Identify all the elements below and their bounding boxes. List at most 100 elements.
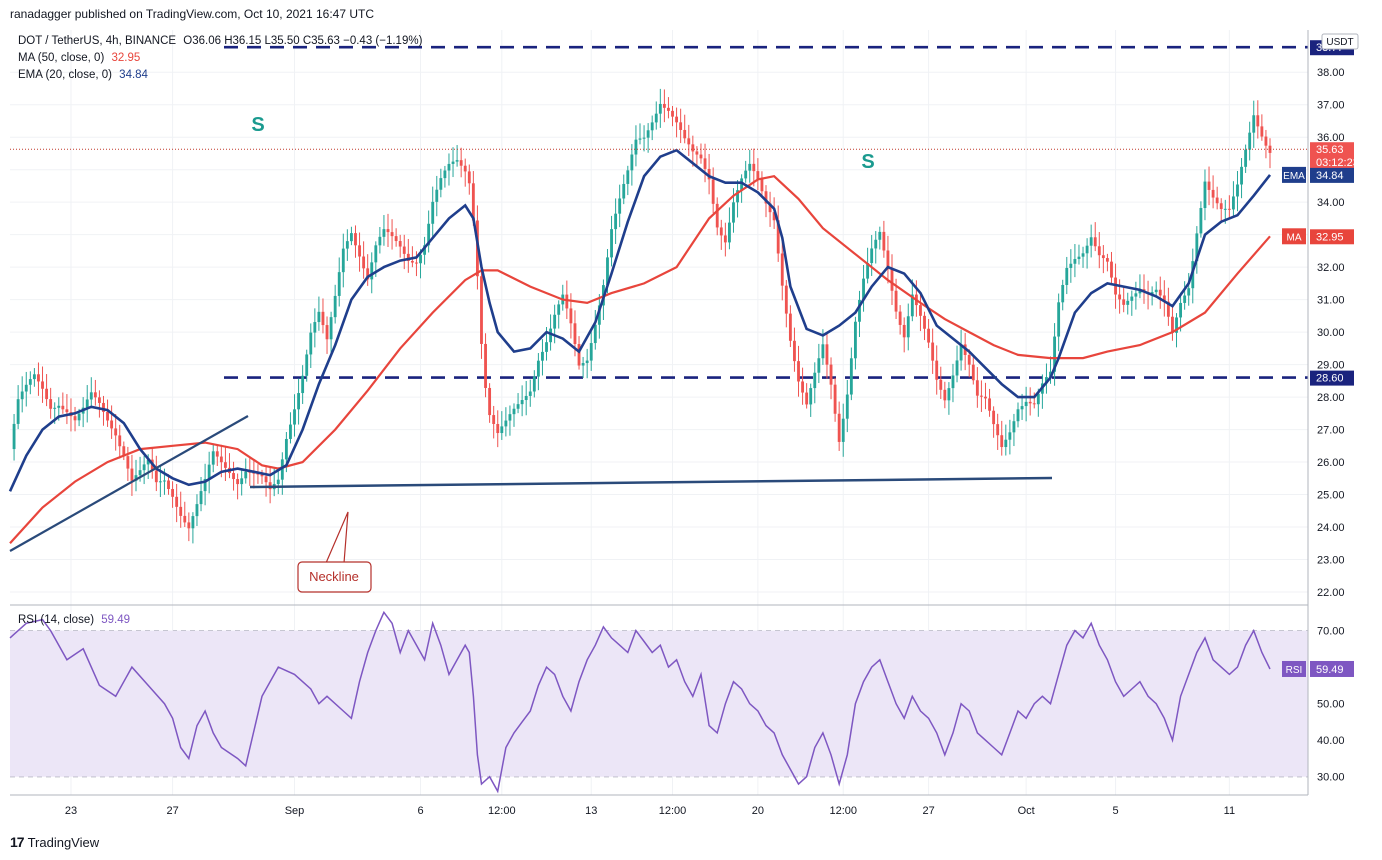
candle-body	[1085, 245, 1089, 254]
candle-body	[211, 451, 215, 465]
candle-body	[638, 138, 642, 140]
price-tick-label: 26.00	[1317, 457, 1345, 469]
candle-body	[1199, 208, 1203, 234]
candle-body	[423, 245, 427, 255]
candle-body	[593, 324, 597, 344]
candle-body	[935, 360, 939, 380]
candle-body	[1028, 401, 1032, 404]
candle-body	[313, 322, 317, 333]
candle-body	[317, 311, 321, 323]
candle-body	[1252, 115, 1256, 133]
candle-body	[1171, 316, 1174, 333]
time-tick-label: 27	[922, 805, 934, 817]
ema-price-tag-box	[1310, 167, 1354, 183]
candle-body	[992, 410, 996, 425]
candle-body	[467, 171, 471, 184]
candle-body	[764, 191, 768, 204]
left-shoulder-label: S	[251, 114, 264, 136]
drawings[interactable]: Neckline S S	[9, 114, 1053, 593]
candle-body	[203, 478, 207, 492]
neckline-callout-box[interactable]	[297, 561, 372, 593]
candle-body	[984, 396, 987, 399]
neckline-callout-pointer	[325, 511, 349, 564]
horizontal-levels[interactable]	[224, 45, 1308, 379]
candle-body	[886, 250, 890, 270]
candle-body	[553, 314, 557, 329]
time-axis[interactable]: 23 27 Sep 6 12:00 13 12:00 20 12:00 27 Oct 5 11	[65, 805, 1235, 817]
ma-legend[interactable]: MA (50, close, 0) 32.95	[18, 52, 140, 64]
candle-body	[484, 343, 487, 388]
price-tick-label: 31.00	[1317, 295, 1345, 307]
rsi-legend[interactable]: RSI (14, close) 59.49	[18, 614, 130, 626]
left-trendline[interactable]	[9, 415, 249, 552]
candle-body	[618, 198, 622, 214]
candle-body	[325, 325, 329, 340]
rsi-tick-label: 40.00	[1317, 735, 1345, 747]
time-tick-label: 23	[65, 805, 77, 817]
candle-body	[1077, 256, 1081, 260]
candle-body	[297, 393, 301, 410]
candle-body	[675, 116, 679, 123]
price-tick-label: 27.00	[1317, 425, 1345, 437]
candle-body	[634, 139, 638, 155]
candle-body	[244, 471, 248, 479]
candle-body	[89, 392, 93, 400]
candle-body	[569, 308, 573, 324]
time-tick-label: 12:00	[659, 805, 687, 817]
ma-line	[9, 175, 1271, 545]
neckline[interactable]	[249, 476, 1053, 489]
candle-body	[1122, 299, 1126, 305]
axis-badges: 38.7728.6035.6303:12:2334.8432.95EMAMA59…	[1282, 40, 1359, 677]
candle-body	[975, 380, 979, 396]
currency-label[interactable]: USDT	[1321, 33, 1359, 50]
currency-text: USDT	[1326, 37, 1353, 48]
candle-body	[508, 414, 512, 421]
candle-body	[488, 387, 492, 416]
last-price-tag-text: 35.63	[1316, 144, 1344, 156]
candle-body	[142, 464, 146, 471]
candle-body	[955, 360, 959, 376]
candle-body	[93, 392, 97, 398]
candle-body	[833, 384, 837, 414]
candle-body	[329, 317, 333, 340]
tradingview-logo[interactable]: 17 TradingView	[10, 834, 99, 850]
last-price-tag-box	[1310, 142, 1354, 171]
candle-body	[622, 183, 626, 199]
last-price-tag-text: 03:12:23	[1316, 157, 1359, 169]
candle-body	[573, 323, 577, 345]
candle-body	[1207, 181, 1211, 190]
candle-body	[597, 305, 601, 325]
candle-body	[183, 515, 187, 523]
candle-body	[829, 364, 833, 385]
candle-body	[943, 389, 947, 401]
candle-body	[768, 203, 772, 213]
candle-body	[16, 399, 20, 424]
candle-body	[492, 415, 496, 424]
ema-legend[interactable]: EMA (20, close, 0) 34.84	[18, 69, 148, 81]
candle-body	[797, 361, 800, 382]
candle-body	[841, 418, 845, 442]
candle-body	[780, 253, 784, 286]
price-tick-label: 38.00	[1317, 67, 1345, 79]
candle-body	[801, 381, 805, 393]
candle-body	[370, 262, 374, 280]
candle-body	[870, 248, 874, 264]
candle-body	[1215, 197, 1219, 204]
candle-body	[427, 223, 431, 246]
time-tick-label: 27	[166, 805, 178, 817]
candle-body	[1162, 295, 1166, 302]
candle-body	[354, 233, 357, 246]
candle-body	[20, 391, 24, 400]
candle-body	[1065, 267, 1069, 285]
candle-body	[923, 315, 926, 329]
candle-body	[845, 394, 849, 419]
price-tick-label: 36.00	[1317, 132, 1345, 144]
candle-body	[1187, 288, 1191, 296]
candle-body	[541, 351, 544, 361]
candle-body	[419, 254, 422, 264]
candle-body	[671, 110, 674, 117]
symbol-legend[interactable]: DOT / TetherUS, 4h, BINANCE O36.06 H36.1…	[18, 35, 422, 47]
candle-body	[1236, 184, 1239, 197]
candle-body	[890, 269, 894, 291]
